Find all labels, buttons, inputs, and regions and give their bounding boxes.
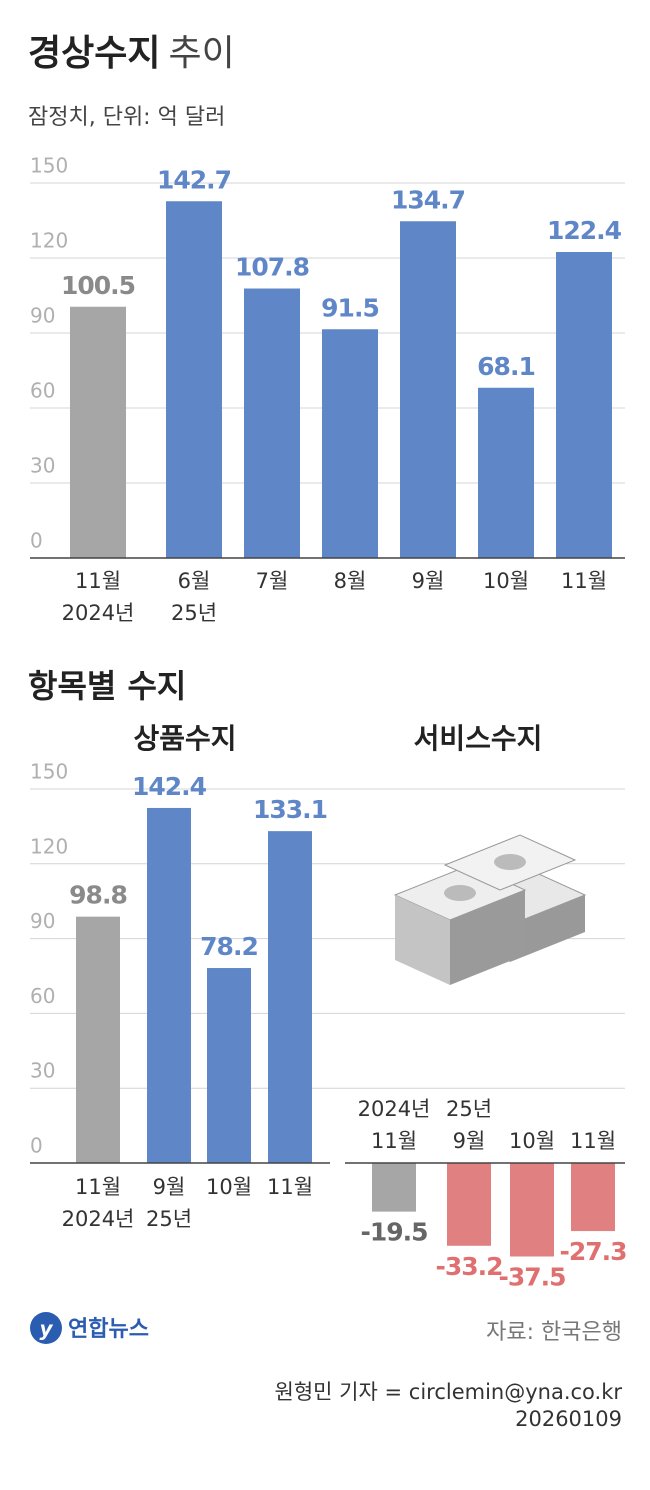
y-tick-label: 150 <box>30 154 68 178</box>
x-tick-line: 2024년 <box>62 601 135 625</box>
x-tick-line: 6월 <box>178 569 211 593</box>
x-tick-label: 8월 <box>334 569 367 593</box>
value-label: 68.1 <box>477 352 535 381</box>
x-tick-line: 10월 <box>483 569 529 593</box>
logo-mark: y <box>39 1317 53 1341</box>
value-label: 98.8 <box>69 881 127 910</box>
source: 자료: 한국은행 <box>486 1320 622 1345</box>
y-tick-label: 60 <box>30 984 55 1008</box>
x-tick-label: 6월 25년 <box>171 569 217 625</box>
bar <box>478 387 534 558</box>
y-tick-label: 0 <box>30 529 43 553</box>
bar <box>372 1163 416 1212</box>
money-icon <box>393 834 587 985</box>
x-tick-label: 2024년 11월 <box>358 1097 431 1153</box>
y-tick-label: 150 <box>30 760 68 784</box>
bar <box>166 201 222 558</box>
section-title: 항목별 수지 <box>28 667 186 705</box>
x-tick-label: 9월 25년 <box>146 1175 192 1231</box>
bar <box>268 831 312 1163</box>
bar <box>400 221 456 558</box>
y-tick-label: 30 <box>30 1059 55 1083</box>
x-tick-line: 9월 <box>412 569 445 593</box>
title-bold: 경상수지 <box>28 33 160 74</box>
x-tick-line: 10월 <box>509 1129 555 1153</box>
value-label: -19.5 <box>360 1218 427 1247</box>
x-tick-line: 2024년 <box>62 1207 135 1231</box>
bar <box>571 1163 615 1232</box>
x-tick-line: 25년 <box>146 1207 192 1231</box>
value-label: 78.2 <box>200 932 258 961</box>
value-label: -27.3 <box>559 1237 626 1266</box>
x-tick-line: 11월 <box>267 1175 313 1199</box>
y-tick-label: 30 <box>30 454 55 478</box>
date: 20260109 <box>515 1407 622 1431</box>
value-label: 107.8 <box>235 253 309 282</box>
y-tick-label: 120 <box>30 229 68 253</box>
x-tick-label: 11월 2024년 <box>62 1175 135 1231</box>
x-tick-line: 10월 <box>206 1175 252 1199</box>
y-tick-label: 60 <box>30 379 55 403</box>
subtitle: 잠정치, 단위: 억 달러 <box>28 105 225 130</box>
value-label: -37.5 <box>498 1263 565 1292</box>
credit: 원형민 기자 = circlemin@yna.co.kr <box>275 1380 623 1404</box>
chart-title: 상품수지 <box>133 722 236 755</box>
bar <box>447 1163 491 1246</box>
x-tick-label: 11월 <box>561 569 607 593</box>
bar <box>556 252 612 558</box>
value-label: 133.1 <box>253 795 327 824</box>
x-tick-label: 25년 9월 <box>446 1097 492 1153</box>
x-tick-label: 7월 <box>256 569 289 593</box>
title-light: 추이 <box>168 33 234 74</box>
x-tick-line: 9월 <box>153 1175 186 1199</box>
value-label: 134.7 <box>391 185 465 214</box>
value-label: 122.4 <box>547 216 622 245</box>
bar <box>510 1163 554 1257</box>
x-tick-label: 9월 <box>412 569 445 593</box>
x-tick-line: 7월 <box>256 569 289 593</box>
value-label: 142.7 <box>157 165 231 194</box>
value-label: -33.2 <box>435 1252 502 1281</box>
x-tick-line: 8월 <box>334 569 367 593</box>
y-tick-label: 120 <box>30 834 68 858</box>
y-tick-label: 90 <box>30 304 55 328</box>
value-label: 142.4 <box>132 772 207 801</box>
logo: y 연합뉴스 <box>30 1312 149 1344</box>
x-tick-label: 10월 <box>483 569 529 593</box>
x-tick-line: 11월 <box>561 569 607 593</box>
x-tick-line: 9월 <box>453 1129 486 1153</box>
x-tick-line: 25년 <box>171 601 217 625</box>
x-tick-label: 11월 <box>267 1175 313 1199</box>
bar <box>322 329 378 558</box>
value-label: 91.5 <box>321 293 379 322</box>
x-tick-line: 25년 <box>446 1097 492 1121</box>
bar <box>147 807 191 1163</box>
bar <box>70 306 126 558</box>
y-tick-label: 0 <box>30 1134 43 1158</box>
value-label: 100.5 <box>61 271 135 300</box>
bar <box>244 288 300 558</box>
x-tick-line: 11월 <box>371 1129 417 1153</box>
x-tick-line: 11월 <box>75 569 121 593</box>
title: 경상수지 추이 <box>28 33 235 74</box>
y-tick-label: 90 <box>30 909 55 933</box>
logo-text: 연합뉴스 <box>68 1316 149 1342</box>
bar <box>76 916 120 1163</box>
x-tick-label: 10월 <box>206 1175 252 1199</box>
x-tick-line: 11월 <box>570 1129 616 1153</box>
x-tick-label: 11월 2024년 <box>62 569 135 625</box>
bar <box>207 968 251 1163</box>
x-tick-label: 11월 <box>570 1129 616 1153</box>
x-tick-label: 10월 <box>509 1129 555 1153</box>
chart-title: 서비스수지 <box>414 722 543 755</box>
x-tick-line: 2024년 <box>358 1097 431 1121</box>
x-tick-line: 11월 <box>75 1175 121 1199</box>
